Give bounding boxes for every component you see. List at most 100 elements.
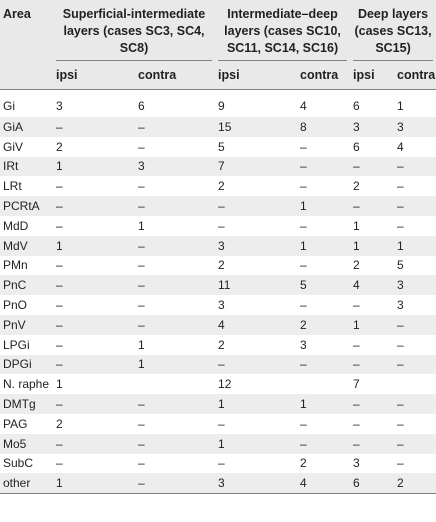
intermediate-deep-contra-cell: – (300, 139, 307, 154)
superficial-contra-cell (135, 374, 215, 394)
area-name-cell: Gi (3, 99, 15, 113)
area-name-cell: MdD (3, 218, 29, 233)
intermediate-deep-ipsi-cell: 3 (218, 238, 225, 253)
superficial-contra-cell: – (138, 278, 145, 293)
intermediate-deep-ipsi-cell: – (218, 218, 225, 233)
area-name-cell: DMTg (3, 397, 36, 412)
deep-contra-cell: – (397, 317, 404, 332)
deep-contra-cell: – (397, 199, 404, 214)
deep-ipsi-cell: 6 (353, 99, 360, 113)
deep-ipsi-cell: 6 (350, 473, 395, 495)
subheader-ipsi: ipsi (215, 61, 298, 90)
deep-ipsi-cell: 1 (353, 317, 360, 332)
deep-ipsi-cell: 1 (353, 238, 360, 253)
superficial-contra-cell: 6 (138, 99, 145, 113)
superficial-ipsi-cell: 1 (53, 473, 135, 495)
area-name-cell: PnV (3, 317, 26, 332)
deep-ipsi-cell: 1 (353, 218, 360, 233)
deep-contra-cell: – (397, 179, 404, 194)
area-name-cell: LPGi (3, 337, 30, 352)
table-row: MdV 1 – 3 1 1 1 (0, 235, 436, 256)
superficial-ipsi-cell: – (56, 357, 63, 372)
deep-contra-cell: – (397, 357, 404, 372)
table-row: N. raphe 1 12 7 (0, 374, 436, 395)
deep-ipsi-cell: – (353, 159, 360, 174)
intermediate-deep-ipsi-cell: 2 (218, 179, 225, 194)
deep-contra-cell: – (397, 416, 404, 431)
superficial-ipsi-cell: – (56, 199, 63, 214)
superficial-contra-cell: – (138, 298, 145, 313)
deep-ipsi-cell: 7 (353, 377, 360, 392)
deep-ipsi-cell: 6 (353, 139, 360, 154)
deep-ipsi-cell: – (353, 298, 360, 313)
deep-ipsi-cell: – (353, 199, 360, 214)
superficial-contra-cell: – (138, 258, 145, 273)
deep-contra-cell: 3 (397, 298, 404, 313)
superficial-contra-cell: – (138, 238, 145, 253)
superficial-contra-cell: – (138, 317, 145, 332)
table-row: DMTg – – 1 1 – – (0, 394, 436, 414)
superficial-ipsi-cell: – (56, 179, 63, 194)
intermediate-deep-contra-cell: 3 (300, 337, 307, 352)
subheader-ipsi: ipsi (350, 61, 395, 90)
area-name-cell: DPGi (3, 357, 32, 372)
area-name-cell: N. raphe (3, 377, 50, 392)
superficial-ipsi-cell: 2 (56, 139, 63, 154)
deep-contra-cell: 3 (397, 278, 404, 293)
superficial-ipsi-cell: 1 (56, 238, 63, 253)
area-name-cell: PMn (3, 258, 28, 273)
deep-contra-cell: 5 (397, 258, 404, 273)
header-row-sides: ipsi contra ipsi contra ipsi contra (0, 61, 436, 90)
deep-ipsi-cell: 2 (353, 258, 360, 273)
table-row: PnV – – 4 2 1 – (0, 314, 436, 335)
subheader-ipsi: ipsi (53, 61, 135, 90)
intermediate-deep-contra-cell: 1 (300, 397, 307, 412)
intermediate-deep-contra-cell: – (300, 218, 307, 233)
deep-contra-cell: – (397, 218, 404, 233)
intermediate-deep-group-header: Intermediate–deep layers (cases SC10, SC… (215, 0, 350, 61)
deep-ipsi-cell: – (353, 397, 360, 412)
deep-contra-cell: – (397, 397, 404, 412)
intermediate-deep-contra-cell: 4 (297, 473, 351, 495)
subheader-contra: contra (394, 61, 436, 90)
superficial-ipsi-cell: – (56, 119, 63, 134)
intermediate-deep-contra-cell: – (300, 357, 307, 372)
table-row: MdD – 1 – – 1 – (0, 215, 436, 236)
superficial-ipsi-cell: – (56, 258, 63, 273)
intermediate-deep-contra-cell (297, 374, 350, 394)
superficial-contra-cell: 1 (138, 357, 145, 372)
deep-contra-cell: 4 (397, 139, 404, 154)
superficial-ipsi-cell: 1 (56, 159, 63, 174)
intermediate-deep-ipsi-cell: 3 (215, 473, 298, 495)
intermediate-deep-contra-cell: – (300, 416, 307, 431)
intermediate-deep-contra-cell: – (300, 159, 307, 174)
intermediate-deep-ipsi-cell: – (218, 416, 225, 431)
deep-contra-cell: 3 (397, 119, 404, 134)
intermediate-deep-contra-cell: 5 (300, 278, 307, 293)
deep-ipsi-cell: 2 (353, 179, 360, 194)
intermediate-deep-ipsi-cell: 3 (218, 298, 225, 313)
superficial-contra-cell: 1 (138, 337, 145, 352)
intermediate-deep-ipsi-cell: 4 (218, 317, 225, 332)
data-table: Area Superficial-intermediate layers (ca… (0, 0, 436, 495)
area-name-cell: PCRtA (3, 199, 40, 214)
intermediate-deep-contra-cell: 4 (300, 99, 307, 113)
table-row: other 1–3 4 6 2 (0, 473, 436, 495)
area-name-cell: SubC (3, 456, 34, 471)
superficial-ipsi-cell: – (56, 278, 63, 293)
deep-contra-cell: – (397, 337, 404, 352)
table-header: Area Superficial-intermediate layers (ca… (0, 0, 436, 90)
deep-contra-cell (394, 374, 436, 394)
table-row: PnC – – 11 5 4 3 (0, 275, 436, 296)
intermediate-deep-contra-cell: – (300, 179, 307, 194)
table-row: DPGi – 1 – – – – (0, 354, 436, 375)
intermediate-deep-ipsi-cell: 15 (218, 119, 232, 134)
superficial-ipsi-cell: – (56, 397, 63, 412)
area-name-cell: LRt (3, 179, 22, 194)
intermediate-deep-ipsi-cell: – (218, 357, 225, 372)
deep-ipsi-cell: – (353, 337, 360, 352)
area-name-cell: GiA (3, 119, 24, 134)
intermediate-deep-ipsi-cell: 2 (218, 337, 225, 352)
deep-contra-cell: 1 (397, 238, 404, 253)
area-name-cell: PnO (3, 298, 28, 313)
